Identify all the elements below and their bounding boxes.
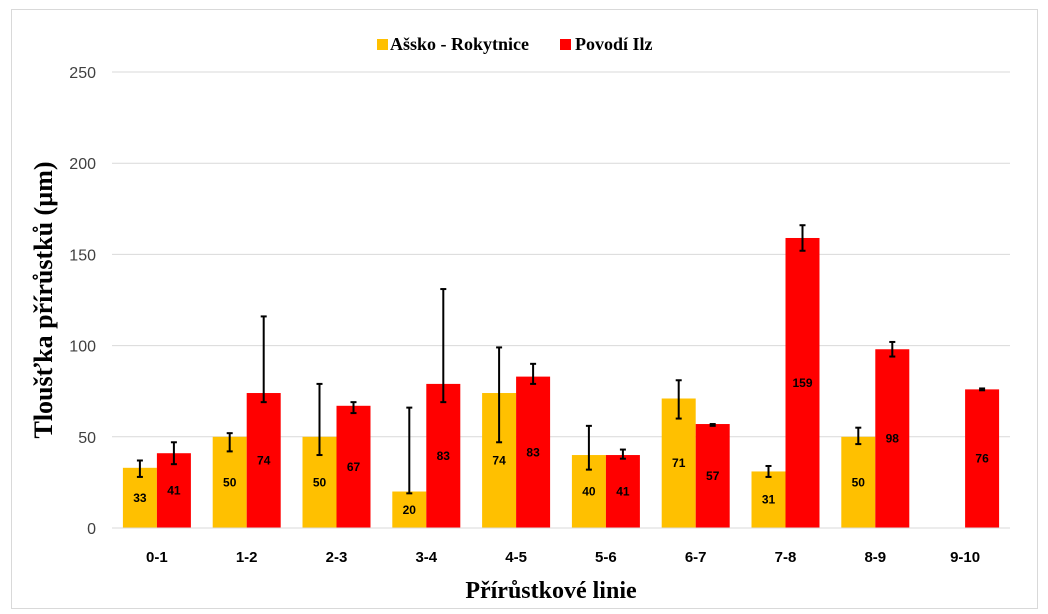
bars bbox=[122, 237, 1000, 528]
data-label: 41 bbox=[616, 485, 630, 499]
x-tick-label: 9-10 bbox=[950, 549, 980, 566]
y-axis-title: Tloušťka přírůstků (µm) bbox=[29, 161, 58, 438]
x-tick-label: 3-4 bbox=[415, 549, 437, 566]
legend-swatch-series-1 bbox=[377, 39, 388, 50]
bar bbox=[246, 393, 281, 528]
data-label: 57 bbox=[706, 469, 720, 483]
data-label: 40 bbox=[582, 485, 596, 499]
bar bbox=[516, 376, 551, 528]
bar bbox=[751, 471, 786, 528]
bar bbox=[156, 453, 191, 528]
data-label: 83 bbox=[437, 449, 451, 463]
y-tick-label: 50 bbox=[78, 430, 96, 447]
data-label: 159 bbox=[792, 376, 812, 390]
data-label: 20 bbox=[403, 503, 417, 517]
y-tick-label: 200 bbox=[69, 156, 96, 173]
bar bbox=[965, 389, 1000, 528]
legend-label-series-1: Ašsko - Rokytnice bbox=[390, 34, 529, 54]
axes: 0 50 100 150 200 250 0-1 1-2 2-3 3-4 4-5 5-6 6-7 7-8 8… bbox=[69, 65, 1010, 566]
legend[interactable]: Ašsko - Rokytnice Povodí Ilz bbox=[377, 34, 653, 54]
data-label: 33 bbox=[133, 491, 147, 505]
y-tick-label: 150 bbox=[69, 247, 96, 264]
x-tick-label: 8-9 bbox=[864, 549, 886, 566]
bar bbox=[392, 491, 427, 528]
x-tick-label: 6-7 bbox=[685, 549, 707, 566]
data-label: 74 bbox=[257, 454, 271, 468]
x-tick-label: 1-2 bbox=[236, 549, 258, 566]
data-label: 67 bbox=[347, 460, 361, 474]
legend-label-series-2: Povodí Ilz bbox=[575, 34, 653, 54]
bar bbox=[695, 424, 730, 528]
data-label: 71 bbox=[672, 456, 686, 470]
y-tick-label: 0 bbox=[87, 521, 96, 538]
x-tick-label: 0-1 bbox=[146, 549, 168, 566]
legend-swatch-series-2 bbox=[560, 39, 571, 50]
bar bbox=[785, 237, 820, 528]
data-label: 50 bbox=[223, 475, 237, 489]
bar bbox=[336, 405, 371, 528]
bar bbox=[426, 383, 461, 528]
bar bbox=[841, 436, 876, 528]
data-label: 50 bbox=[852, 475, 866, 489]
x-axis-title: Přírůstkové linie bbox=[465, 578, 637, 604]
x-tick-label: 5-6 bbox=[595, 549, 617, 566]
x-tick-label: 7-8 bbox=[775, 549, 797, 566]
data-label: 41 bbox=[167, 484, 181, 498]
data-label: 50 bbox=[313, 475, 327, 489]
y-tick-label: 250 bbox=[69, 65, 96, 82]
data-label: 76 bbox=[975, 452, 989, 466]
bar bbox=[661, 398, 696, 528]
bar bbox=[605, 455, 640, 528]
data-label: 74 bbox=[492, 454, 506, 468]
error-bars bbox=[136, 224, 986, 495]
x-tick-label: 4-5 bbox=[505, 549, 527, 566]
x-tick-label: 2-3 bbox=[326, 549, 348, 566]
data-label: 31 bbox=[762, 493, 776, 507]
bar bbox=[875, 349, 910, 528]
data-labels: 33 50 50 20 74 40 71 31 50 41 74 67 83 83 41 57 159 98 76 bbox=[133, 376, 989, 517]
data-label: 83 bbox=[526, 445, 540, 459]
data-label: 98 bbox=[886, 432, 900, 446]
y-tick-label: 100 bbox=[69, 339, 96, 356]
